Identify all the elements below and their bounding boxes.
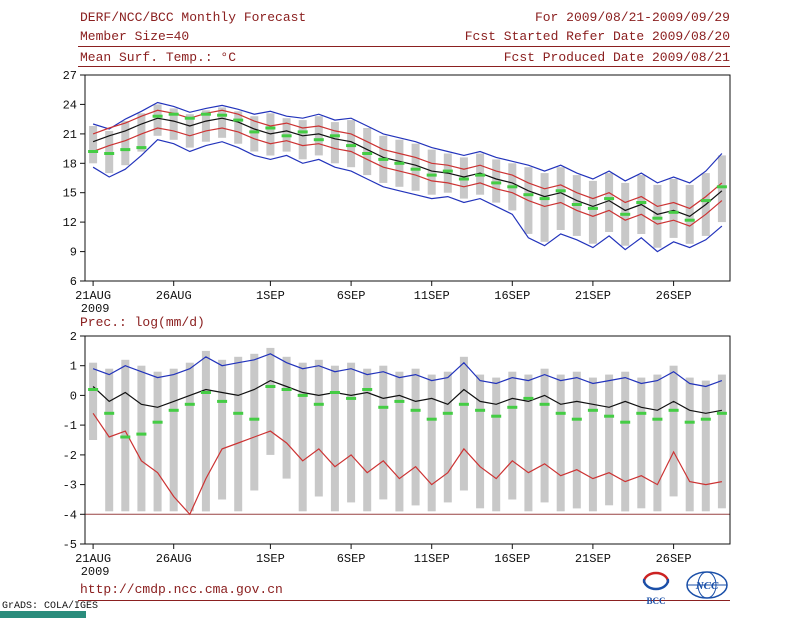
ensemble-spread-series [89, 347, 726, 512]
forecast-period-label: For 2009/08/21-2009/09/29 [534, 10, 730, 25]
refer-date-label: Fcst Started Refer Date 2009/08/20 [464, 29, 730, 44]
min-envelope-series [92, 412, 723, 516]
svg-text:-3: -3 [63, 479, 77, 493]
svg-text:6SEP: 6SEP [337, 552, 366, 566]
svg-text:1: 1 [70, 360, 77, 374]
footer-divider [78, 600, 730, 601]
chart-axes: 6 9 12 15 18 21 24 27 21AUG 26AUG 1SEP 6SEP 11SEP 16S… [63, 69, 731, 316]
lower-spread-series [92, 127, 723, 227]
website-url[interactable]: http://cmdp.ncc.cma.gov.cn [80, 582, 283, 597]
page-title: DERF/NCC/BCC Monthly Forecast [80, 10, 307, 25]
observation-series [88, 385, 727, 439]
grads-teal-bar [0, 611, 86, 618]
svg-text:21SEP: 21SEP [575, 289, 611, 303]
ncc-logo-globe-icon: NCC [686, 571, 728, 599]
svg-text:2009: 2009 [81, 302, 110, 316]
header-row-2: Member Size=40 Fcst Started Refer Date 2… [80, 29, 730, 44]
grads-credit: GrADS: COLA/IGES [2, 601, 99, 612]
svg-text:21AUG: 21AUG [75, 552, 111, 566]
svg-text:6SEP: 6SEP [337, 289, 366, 303]
min-envelope-series [92, 139, 723, 253]
ncc-logo-label: NCC [695, 580, 719, 592]
upper-spread-series [92, 109, 723, 210]
svg-text:26SEP: 26SEP [656, 289, 692, 303]
member-size-label: Member Size=40 [80, 29, 190, 44]
header-divider-2 [78, 66, 730, 67]
max-envelope-series [92, 353, 723, 388]
svg-text:21: 21 [63, 128, 77, 142]
svg-text:12: 12 [63, 216, 77, 230]
svg-text:16SEP: 16SEP [494, 552, 530, 566]
svg-text:-2: -2 [63, 449, 77, 463]
svg-text:0: 0 [70, 389, 77, 403]
observation-series [88, 112, 727, 222]
svg-text:21SEP: 21SEP [575, 552, 611, 566]
svg-text:11SEP: 11SEP [414, 552, 450, 566]
svg-text:27: 27 [63, 69, 77, 83]
header-row-3: Mean Surf. Temp.: °C Fcst Produced Date … [80, 50, 730, 65]
svg-text:2: 2 [70, 330, 77, 344]
ensemble-spread-series [89, 104, 726, 248]
svg-text:-1: -1 [63, 419, 77, 433]
header-row-1: DERF/NCC/BCC Monthly Forecast For 2009/0… [80, 10, 730, 25]
produced-date-label: Fcst Produced Date 2009/08/21 [503, 50, 730, 65]
svg-text:2009: 2009 [81, 565, 110, 579]
ncc-logo: NCC [684, 570, 730, 605]
bcc-logo-swirl-icon [642, 571, 670, 591]
svg-text:15: 15 [63, 187, 77, 201]
svg-text:26SEP: 26SEP [656, 552, 692, 566]
svg-text:-4: -4 [63, 508, 77, 522]
svg-text:9: 9 [70, 246, 77, 260]
max-envelope-series [92, 101, 723, 184]
svg-text:-5: -5 [63, 538, 77, 552]
bcc-logo: BCC [636, 570, 676, 606]
svg-text:18: 18 [63, 157, 77, 171]
svg-text:26AUG: 26AUG [156, 552, 192, 566]
chart-axes: -5 -4 -3 -2 -1 0 1 2 21AUG 26AUG 1SEP 6SEP 11SEP 16SE… [63, 330, 731, 579]
ensemble-mean-series [92, 379, 723, 414]
svg-text:24: 24 [63, 98, 77, 112]
svg-text:1SEP: 1SEP [256, 552, 285, 566]
svg-text:11SEP: 11SEP [414, 289, 450, 303]
bcc-logo-label: BCC [646, 596, 666, 606]
temp-chart-title: Mean Surf. Temp.: °C [80, 50, 237, 65]
svg-text:1SEP: 1SEP [256, 289, 285, 303]
svg-text:26AUG: 26AUG [156, 289, 192, 303]
svg-text:6: 6 [70, 275, 77, 289]
prec-chart-title: Prec.: log(mm/d) [80, 315, 205, 330]
svg-text:21AUG: 21AUG [75, 289, 111, 303]
svg-text:16SEP: 16SEP [494, 289, 530, 303]
ensemble-mean-series [92, 117, 723, 217]
header-divider-1 [78, 46, 730, 47]
